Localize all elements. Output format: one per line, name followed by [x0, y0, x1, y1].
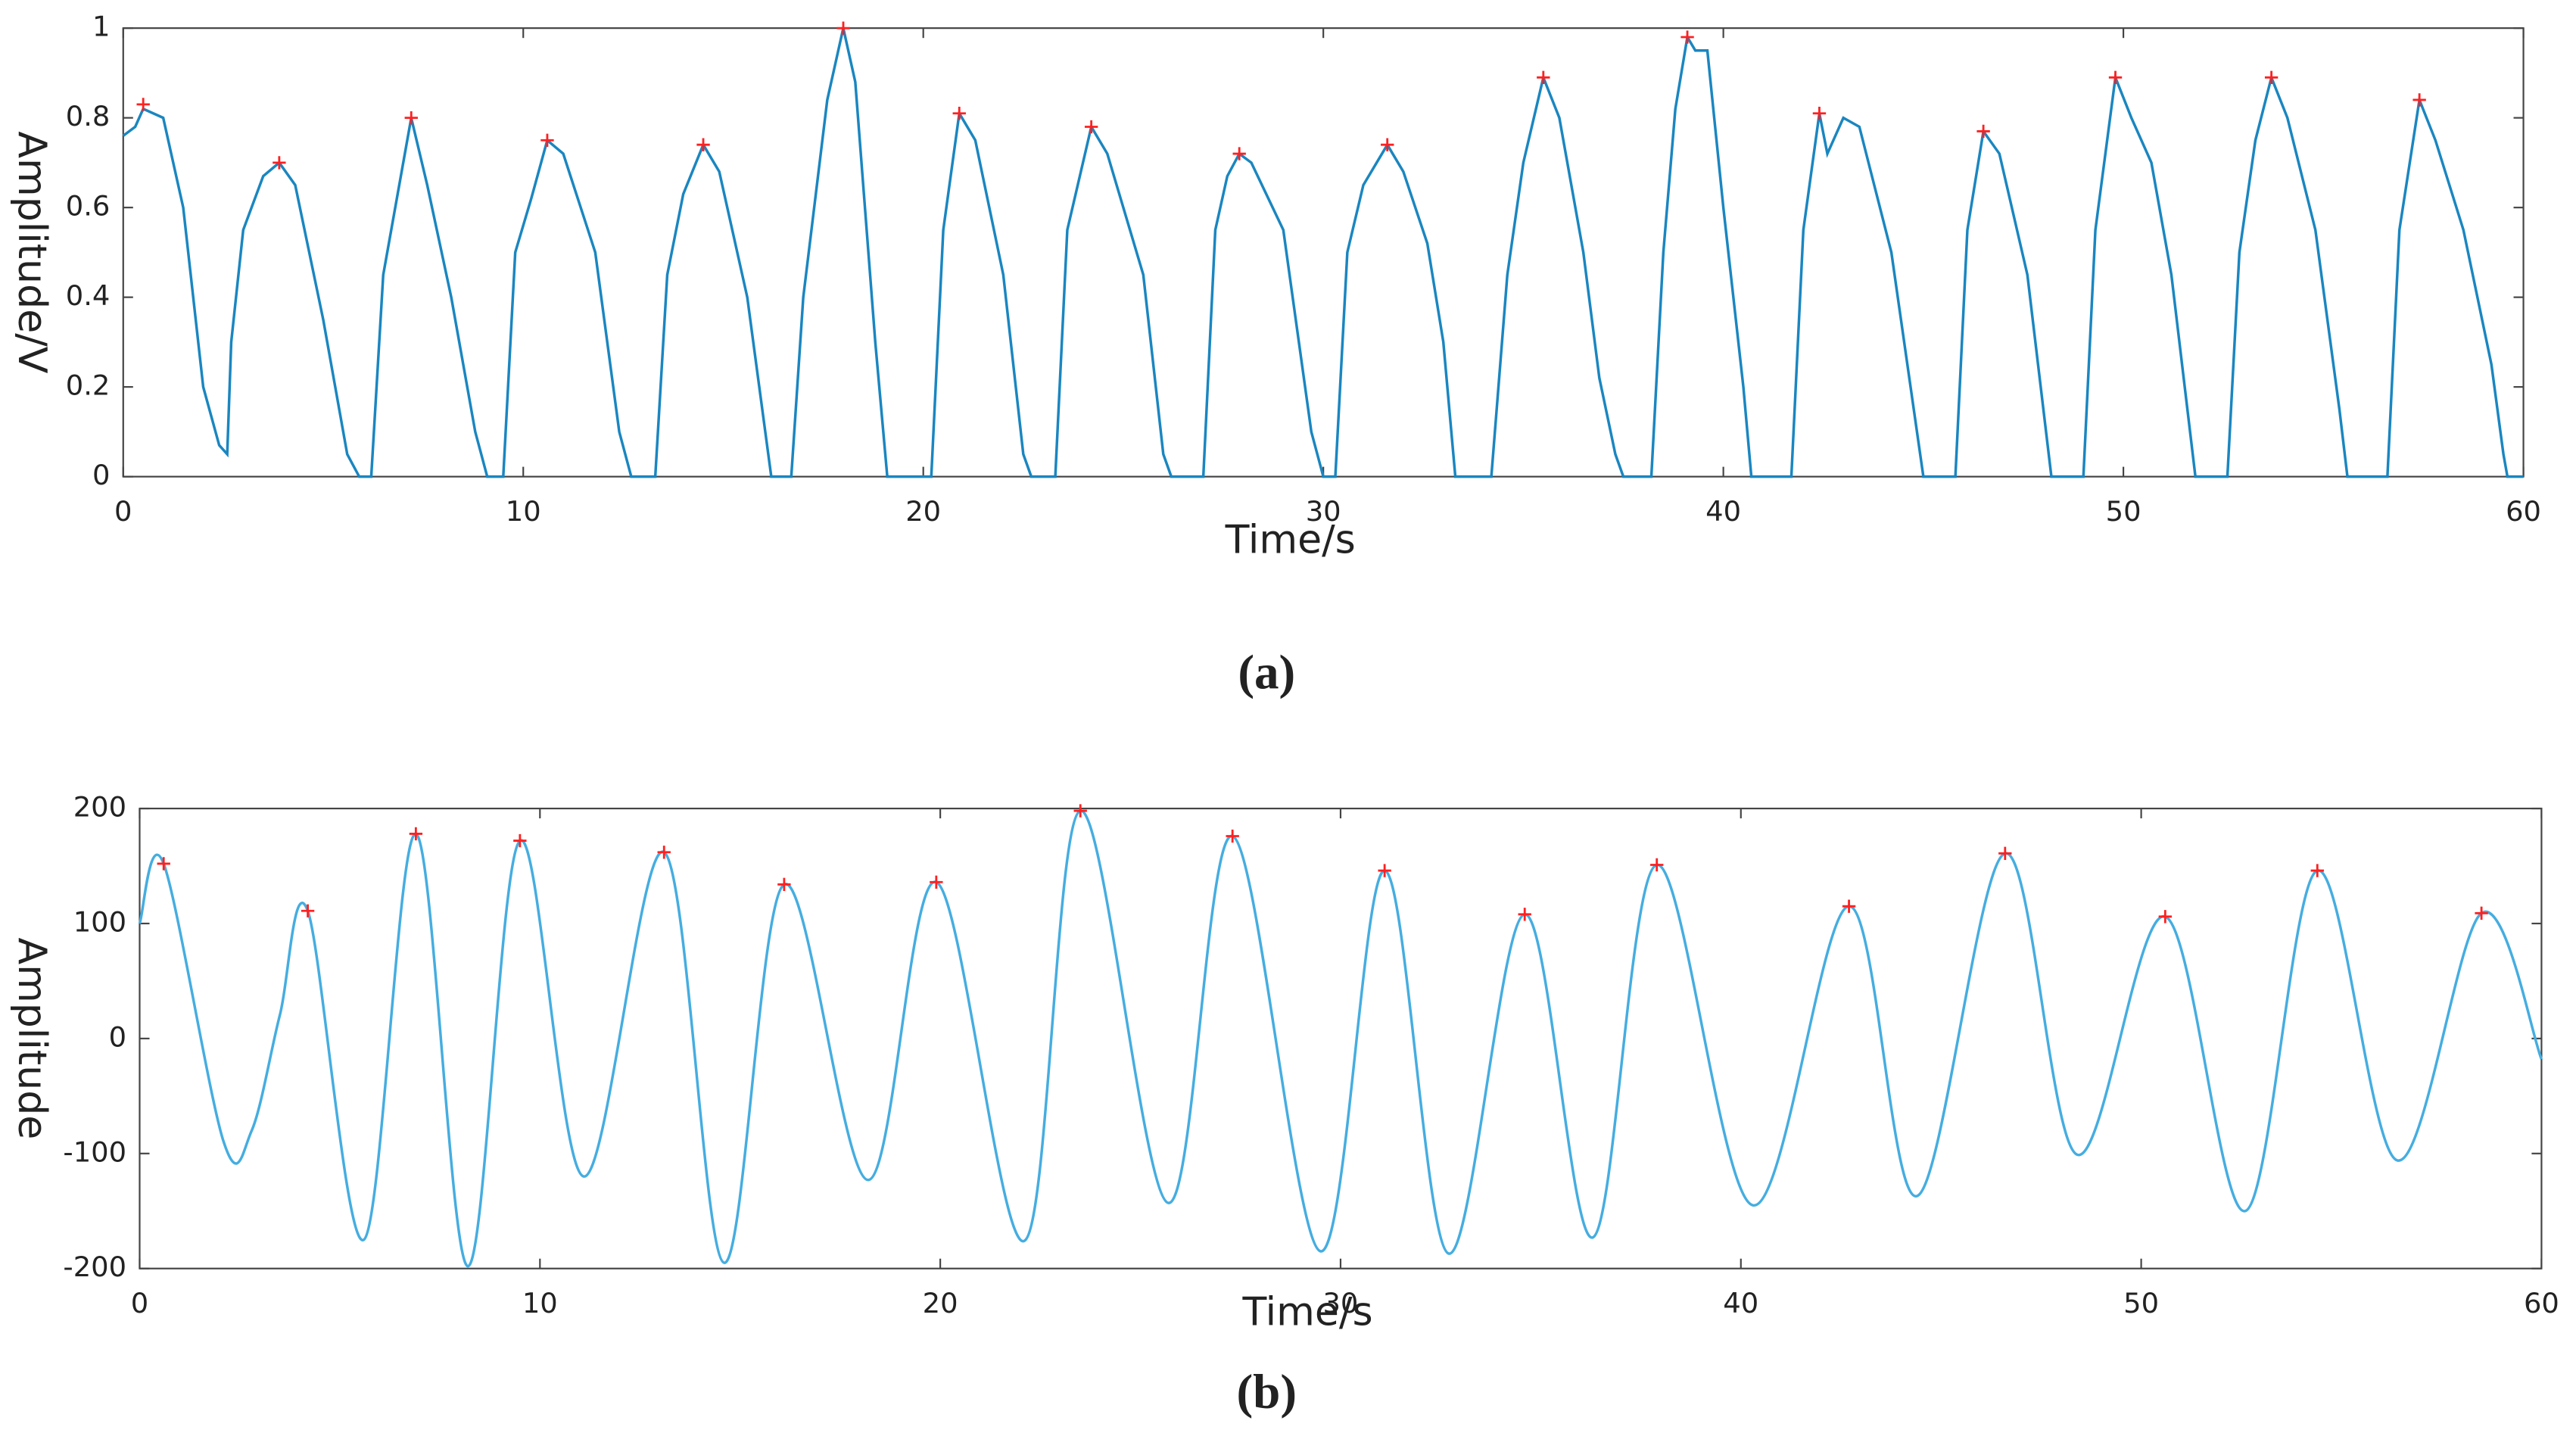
x-tick-label: 20 — [905, 495, 941, 528]
y-axis-label: Amplitude/V — [9, 131, 55, 373]
peak-marker — [2310, 864, 2324, 877]
peak-marker — [404, 111, 418, 125]
x-tick-label: 0 — [131, 1287, 148, 1319]
y-tick-label: 0 — [92, 459, 110, 491]
peak-marker — [777, 877, 791, 891]
peak-marker — [136, 98, 150, 111]
peak-marker — [1680, 30, 1694, 44]
y-axis-label: Amplitude — [9, 937, 55, 1139]
signal-line — [122, 27, 2524, 478]
x-tick-label: 40 — [1705, 495, 1741, 528]
peak-marker — [2264, 70, 2279, 85]
y-tick-label: 100 — [73, 905, 126, 938]
peak-marker — [409, 827, 423, 841]
caption: (a) — [1238, 645, 1295, 699]
x-axis-label: Time/s — [1225, 517, 1356, 562]
peak-marker — [301, 904, 315, 917]
peak-marker — [1073, 804, 1087, 818]
peak-marker — [1650, 858, 1664, 872]
peak-marker — [1378, 864, 1391, 877]
peak-marker — [273, 156, 286, 170]
peak-marker — [1381, 138, 1394, 151]
x-tick-label: 40 — [1723, 1287, 1758, 1319]
peak-marker — [1812, 107, 1827, 120]
y-tick-label: 0.8 — [66, 100, 111, 132]
peak-marker — [2158, 910, 2173, 924]
axes-box — [139, 807, 2543, 1269]
x-tick-label: 60 — [2506, 495, 2541, 528]
axes-box — [122, 27, 2525, 478]
peak-marker — [1232, 147, 1246, 160]
peak-marker — [1518, 908, 1531, 921]
x-tick-label: 30 — [1306, 495, 1341, 528]
y-tick-label: 0.4 — [66, 279, 111, 312]
y-tick-label: 0.6 — [66, 190, 111, 223]
y-tick-label: 200 — [73, 791, 126, 824]
peak-marker — [696, 138, 710, 151]
peak-marker — [1226, 829, 1239, 843]
x-tick-label: 50 — [2123, 1287, 2159, 1319]
peak-marker — [157, 857, 170, 871]
peak-marker — [1084, 120, 1098, 134]
y-tick-label: -100 — [63, 1135, 126, 1168]
peak-marker — [2475, 906, 2488, 920]
x-tick-label: 50 — [2106, 495, 2141, 528]
x-axis-label: Time/s — [1241, 1289, 1372, 1335]
peak-marker — [2108, 70, 2123, 85]
peak-marker — [952, 107, 966, 120]
signal-line — [138, 809, 2543, 1268]
peak-marker — [836, 21, 850, 35]
peak-marker — [513, 833, 527, 848]
peak-marker — [1976, 124, 1990, 139]
x-tick-label: 10 — [522, 1287, 558, 1319]
y-tick-label: 0 — [109, 1020, 126, 1053]
peak-marker — [540, 133, 554, 147]
caption: (b) — [1237, 1365, 1297, 1419]
y-tick-label: 0.2 — [66, 369, 111, 402]
x-tick-label: 30 — [1322, 1287, 1358, 1319]
x-tick-label: 60 — [2524, 1287, 2559, 1319]
peak-marker — [1998, 846, 2012, 860]
peak-marker — [2412, 93, 2426, 107]
x-tick-label: 20 — [923, 1287, 958, 1319]
x-tick-label: 0 — [114, 495, 132, 528]
peak-marker — [1842, 899, 1856, 913]
peak-marker — [1537, 70, 1550, 85]
peak-marker — [930, 875, 943, 889]
x-tick-label: 10 — [506, 495, 541, 528]
y-tick-label: -200 — [63, 1251, 126, 1283]
peak-marker — [657, 846, 671, 859]
y-tick-label: 1 — [92, 11, 110, 43]
